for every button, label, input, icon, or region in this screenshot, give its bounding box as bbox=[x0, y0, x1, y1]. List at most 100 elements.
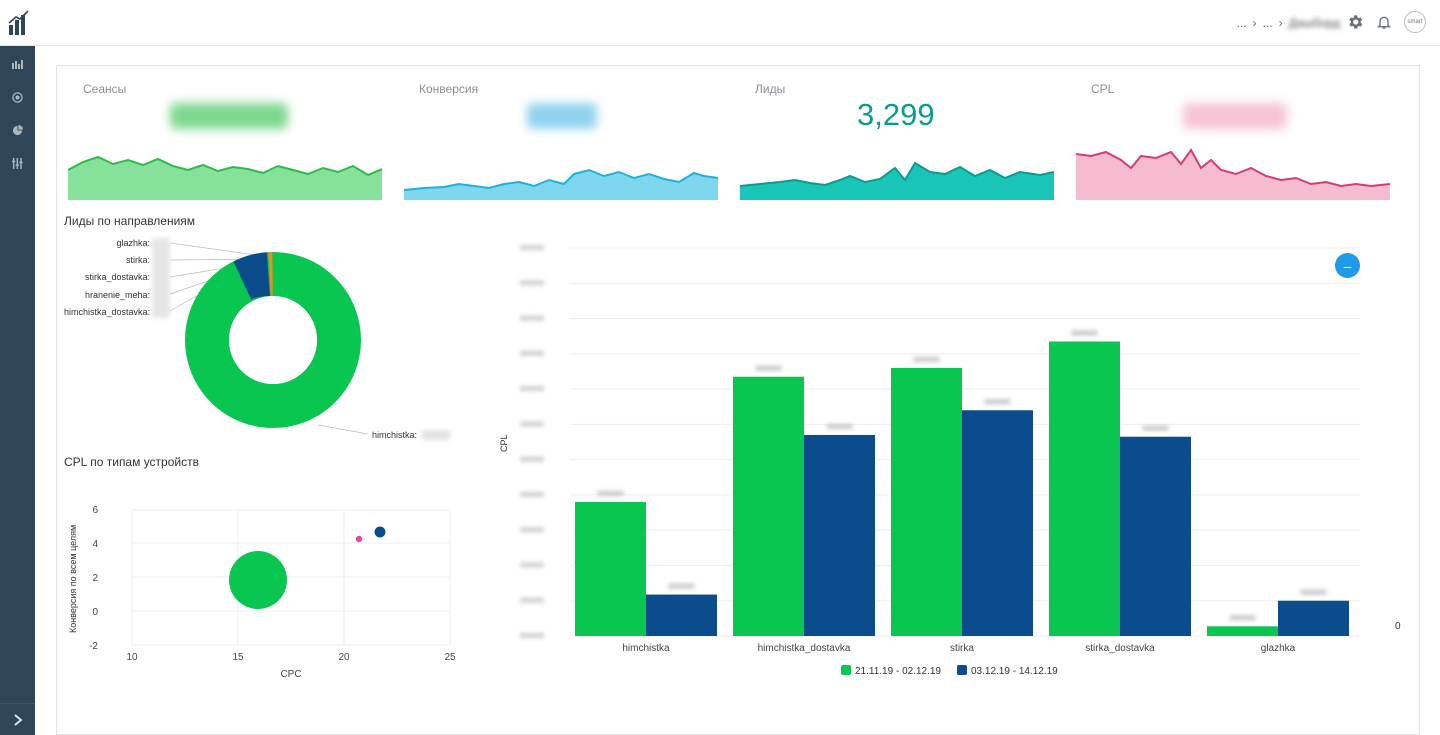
bar-y-tick-redacted bbox=[520, 456, 544, 462]
legend-swatch bbox=[957, 665, 967, 675]
donut-slice-stirka-dostavka[interactable] bbox=[268, 251, 274, 297]
sidebar-item-filters[interactable] bbox=[0, 149, 35, 177]
bar-value-label-redacted bbox=[913, 356, 940, 362]
donut-values-redacted bbox=[152, 238, 170, 318]
bar-value-label-redacted bbox=[984, 399, 1011, 405]
bar-x-tick-stirka_dostavka: stirka_dostavka bbox=[1085, 643, 1155, 654]
donut-slice-himchistka-dostavka[interactable] bbox=[233, 252, 270, 300]
chevron-right-icon bbox=[13, 713, 23, 726]
bar-value-label-redacted bbox=[597, 490, 624, 496]
bar-x-tick-himchistka: himchistka bbox=[622, 643, 670, 654]
avatar[interactable]: smart bbox=[1404, 11, 1426, 33]
scatter-chart: 6 4 2 0 -2 10 15 20 25 CPC Конверсия по … bbox=[68, 505, 456, 680]
pie-chart-icon bbox=[12, 124, 23, 135]
target-icon bbox=[12, 91, 23, 103]
bar-chart: himchistka himchistka_dostavka stirka stirk… bbox=[499, 245, 1360, 654]
bar-y-tick-redacted bbox=[520, 597, 544, 603]
breadcrumb-item[interactable]: ... bbox=[1262, 16, 1273, 30]
bar-value-label-redacted bbox=[1229, 615, 1256, 621]
bar-glazhka-series-1[interactable] bbox=[1207, 626, 1278, 636]
bar-stirka_dostavka-series-2[interactable] bbox=[1120, 436, 1191, 636]
bar-glazhka-series-2[interactable] bbox=[1278, 600, 1349, 636]
legend-label: 03.12.19 - 14.12.19 bbox=[971, 666, 1058, 677]
bar-y-tick-redacted bbox=[520, 245, 544, 250]
kpi-value-leads: 3,299 bbox=[857, 97, 935, 132]
kpi-label-sessions: Сеансы bbox=[83, 82, 127, 96]
scatter-bubble-tablet[interactable] bbox=[355, 535, 363, 543]
sidebar-item-reports[interactable] bbox=[0, 116, 35, 144]
donut-label-himchistka-dostavka: himchistka_dostavka: bbox=[64, 307, 150, 317]
bar-chart-legend: 21.11.19 - 02.12.19 03.12.19 - 14.12.19 bbox=[841, 665, 1058, 677]
chevron-right-icon: › bbox=[1278, 16, 1283, 30]
sparkline-cpl bbox=[1076, 148, 1390, 200]
legend-item-period-1[interactable]: 21.11.19 - 02.12.19 bbox=[841, 665, 941, 677]
bar-y-tick-redacted bbox=[520, 350, 544, 356]
y-tick: 0 bbox=[92, 607, 98, 618]
bar-y-tick-redacted bbox=[520, 633, 544, 638]
bar-stirka-series-1[interactable] bbox=[891, 367, 962, 636]
donut-label-hranenie-meha: hranenie_meha: bbox=[85, 290, 150, 300]
donut-label-stirka: stirka: bbox=[126, 255, 150, 265]
bar-value-label-redacted bbox=[1142, 425, 1169, 431]
donut-title: Лиды по направлениям bbox=[64, 214, 196, 228]
donut-slice-himchistka[interactable] bbox=[185, 252, 361, 428]
sidebar-expand-button[interactable] bbox=[0, 703, 35, 735]
collapse-button[interactable]: – bbox=[1335, 253, 1360, 278]
y-tick: -2 bbox=[89, 641, 98, 652]
bell-icon[interactable] bbox=[1376, 13, 1392, 31]
bar-y-tick-redacted bbox=[520, 386, 544, 392]
sparkline-conversion bbox=[404, 168, 718, 200]
x-tick: 25 bbox=[444, 652, 456, 663]
bar-chart-icon bbox=[11, 60, 23, 69]
top-bar: ... › ... › Дашборд smart bbox=[0, 0, 1440, 46]
sidebar-item-goals[interactable] bbox=[0, 83, 35, 111]
gear-icon[interactable] bbox=[1346, 13, 1364, 31]
x-tick: 15 bbox=[232, 652, 244, 663]
filter-sliders-icon bbox=[12, 157, 23, 169]
y-tick: 4 bbox=[92, 539, 98, 550]
y-tick: 6 bbox=[92, 505, 98, 516]
breadcrumb-item[interactable]: ... bbox=[1236, 16, 1247, 30]
donut-chart: glazhka: stirka: stirka_dostavka: hranen… bbox=[64, 238, 450, 440]
sparkline-leads bbox=[740, 161, 1054, 200]
x-tick: 20 bbox=[338, 652, 350, 663]
bar-chart-ylabel: CPL bbox=[499, 434, 509, 452]
scatter-ylabel: Конверсия по всем целям bbox=[68, 525, 78, 633]
legend-swatch bbox=[841, 665, 851, 675]
bar-y-tick-redacted bbox=[520, 280, 544, 286]
secondary-axis-zero: 0 bbox=[1395, 621, 1401, 632]
bar-stirka-series-2[interactable] bbox=[962, 410, 1033, 636]
kpi-label-cpl: CPL bbox=[1091, 82, 1115, 96]
bar-stirka_dostavka-series-1[interactable] bbox=[1049, 341, 1120, 636]
legend-label: 21.11.19 - 02.12.19 bbox=[855, 666, 941, 677]
sidebar-item-analytics[interactable] bbox=[0, 50, 35, 78]
bar-x-tick-glazhka: glazhka bbox=[1261, 643, 1296, 654]
sparkline-sessions bbox=[68, 155, 382, 200]
legend-item-period-2[interactable]: 03.12.19 - 14.12.19 bbox=[957, 665, 1058, 677]
bar-y-tick-redacted bbox=[520, 562, 544, 568]
bar-himchistka-series-1[interactable] bbox=[575, 501, 646, 636]
bar-y-tick-redacted bbox=[520, 421, 544, 427]
bar-x-tick-himchistka_dostavka: himchistka_dostavka bbox=[758, 643, 851, 654]
bar-y-tick-redacted bbox=[520, 491, 544, 497]
donut-label-himchistka: himchistka: bbox=[372, 430, 417, 440]
scatter-xlabel: CPC bbox=[280, 669, 301, 680]
donut-label-glazhka: glazhka: bbox=[116, 238, 150, 248]
kpi-label-conversion: Конверсия bbox=[419, 82, 479, 96]
bar-x-tick-stirka: stirka bbox=[950, 643, 974, 654]
sidebar bbox=[0, 46, 35, 735]
bar-y-tick-redacted bbox=[520, 315, 544, 321]
breadcrumb-current: Дашборд bbox=[1288, 16, 1340, 30]
bar-himchistka-series-2[interactable] bbox=[646, 594, 717, 636]
kpi-value-sessions-redacted bbox=[170, 103, 288, 129]
scatter-bubble-desktop[interactable] bbox=[229, 551, 287, 609]
x-tick: 10 bbox=[126, 652, 138, 663]
bar-y-tick-redacted bbox=[520, 527, 544, 533]
scatter-bubble-mobile[interactable] bbox=[374, 526, 386, 538]
kpi-label-leads: Лиды bbox=[755, 82, 786, 96]
bar-himchistka_dostavka-series-1[interactable] bbox=[733, 376, 804, 636]
bar-himchistka_dostavka-series-2[interactable] bbox=[804, 434, 875, 636]
bar-chart-logo-icon[interactable] bbox=[8, 10, 30, 36]
y-tick: 2 bbox=[92, 573, 98, 584]
scatter-title: CPL по типам устройств bbox=[64, 455, 199, 469]
